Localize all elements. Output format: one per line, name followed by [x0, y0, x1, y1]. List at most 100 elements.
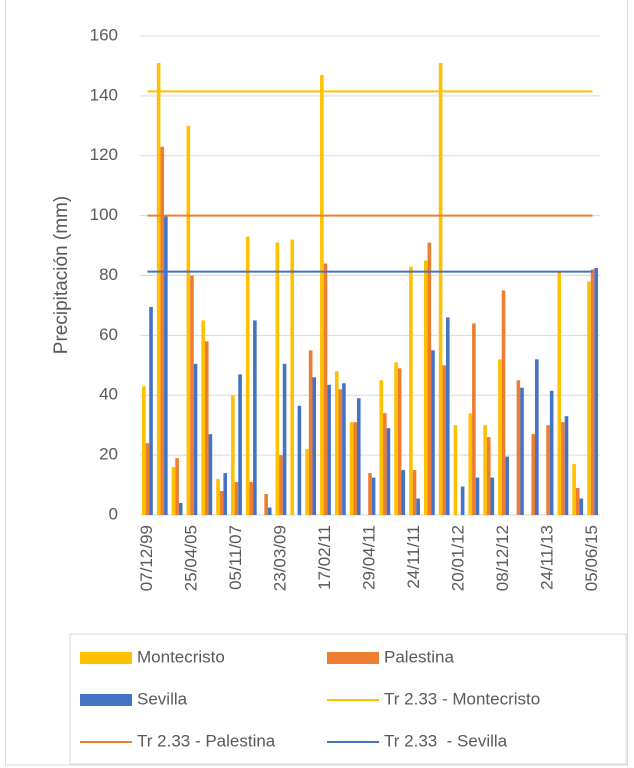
bar: [156, 62, 161, 515]
bar: [442, 365, 446, 515]
bar: [245, 236, 250, 516]
bar: [386, 428, 391, 515]
legend-label: Montecristo: [137, 647, 225, 666]
x-tick-label: 05/06/15: [582, 525, 601, 591]
bar: [520, 387, 524, 515]
x-tick-label: 07/12/99: [137, 525, 156, 591]
bar: [223, 473, 228, 515]
bar: [590, 269, 595, 515]
bar: [490, 477, 495, 515]
bar: [475, 477, 480, 515]
bar: [486, 437, 491, 515]
x-tick-label: 29/04/11: [359, 525, 378, 590]
bar: [501, 290, 506, 515]
bar: [193, 363, 198, 515]
bar: [204, 341, 209, 515]
bar: [320, 74, 324, 515]
bar: [171, 467, 176, 515]
bar: [201, 320, 205, 515]
x-tick-label: 17/02/11: [315, 525, 334, 590]
bar: [312, 377, 317, 515]
bar: [587, 281, 591, 515]
bar: [564, 416, 569, 515]
bar: [397, 368, 402, 515]
bar: [297, 405, 302, 515]
x-tick-label: 25/04/05: [181, 525, 200, 591]
bar: [145, 443, 150, 515]
bar: [416, 498, 420, 515]
bar: [394, 362, 398, 515]
y-tick-label: 160: [90, 25, 118, 44]
legend-label: Tr 2.33 - Montecristo: [384, 689, 540, 708]
bar: [453, 425, 458, 515]
bar: [282, 363, 287, 515]
x-tick-label: 05/11/07: [226, 525, 245, 590]
bar: [231, 395, 235, 515]
legend-swatch: [80, 652, 132, 664]
y-tick-label: 120: [90, 145, 118, 164]
y-tick-label: 0: [109, 504, 118, 523]
bar: [409, 266, 413, 515]
bar: [175, 458, 179, 515]
bar: [379, 380, 384, 515]
y-tick-label: 100: [90, 205, 118, 224]
bar: [549, 390, 554, 515]
legend-swatch: [80, 694, 132, 706]
bar: [160, 146, 165, 516]
y-tick-label: 60: [99, 325, 118, 344]
bar: [353, 422, 357, 515]
x-tick-label: 23/03/09: [270, 525, 289, 591]
x-tick-label: 24/11/13: [538, 525, 557, 590]
y-tick-label: 40: [99, 385, 118, 404]
bar: [572, 464, 576, 515]
bar: [579, 498, 584, 515]
bar: [468, 413, 473, 515]
chart-border: [5, 0, 628, 766]
legend-box: [69, 633, 627, 765]
legend-label: Tr 2.33 - Sevilla: [384, 731, 508, 750]
bar: [575, 488, 580, 515]
bar: [531, 434, 536, 515]
bar: [383, 413, 387, 515]
bar: [164, 215, 168, 515]
bar: [305, 449, 309, 515]
bar: [323, 263, 328, 515]
bar: [267, 507, 272, 515]
bar: [238, 374, 242, 515]
bar: [505, 456, 509, 515]
bar: [371, 477, 376, 515]
bar: [338, 389, 343, 515]
bar: [594, 268, 598, 515]
bar: [368, 473, 372, 515]
bar: [431, 350, 435, 515]
x-tick-label: 24/11/11: [404, 525, 423, 589]
bar: [279, 455, 283, 515]
bar: [445, 317, 450, 515]
bar: [438, 62, 443, 515]
bar: [219, 491, 224, 515]
bar: [178, 503, 183, 515]
legend-label: Palestina: [384, 647, 454, 666]
bar: [349, 422, 354, 515]
bar: [308, 350, 313, 515]
bar: [557, 272, 562, 515]
bar: [342, 383, 346, 515]
legend-label: Tr 2.33 - Palestina: [137, 731, 276, 750]
bar: [290, 239, 295, 515]
x-tick-label: 20/01/12: [449, 525, 468, 591]
bar: [190, 275, 194, 515]
bar: [234, 482, 239, 515]
bar: [423, 260, 428, 515]
x-tick-label: 08/12/12: [493, 525, 512, 591]
bar: [498, 359, 502, 515]
bar: [249, 482, 254, 515]
legend-swatch: [327, 652, 379, 664]
y-tick-label: 80: [99, 265, 118, 284]
bar: [208, 434, 213, 515]
bar: [427, 242, 432, 515]
legend-label: Sevilla: [137, 689, 188, 708]
bar: [561, 422, 565, 515]
y-tick-label: 140: [90, 85, 118, 104]
bar: [483, 425, 487, 515]
